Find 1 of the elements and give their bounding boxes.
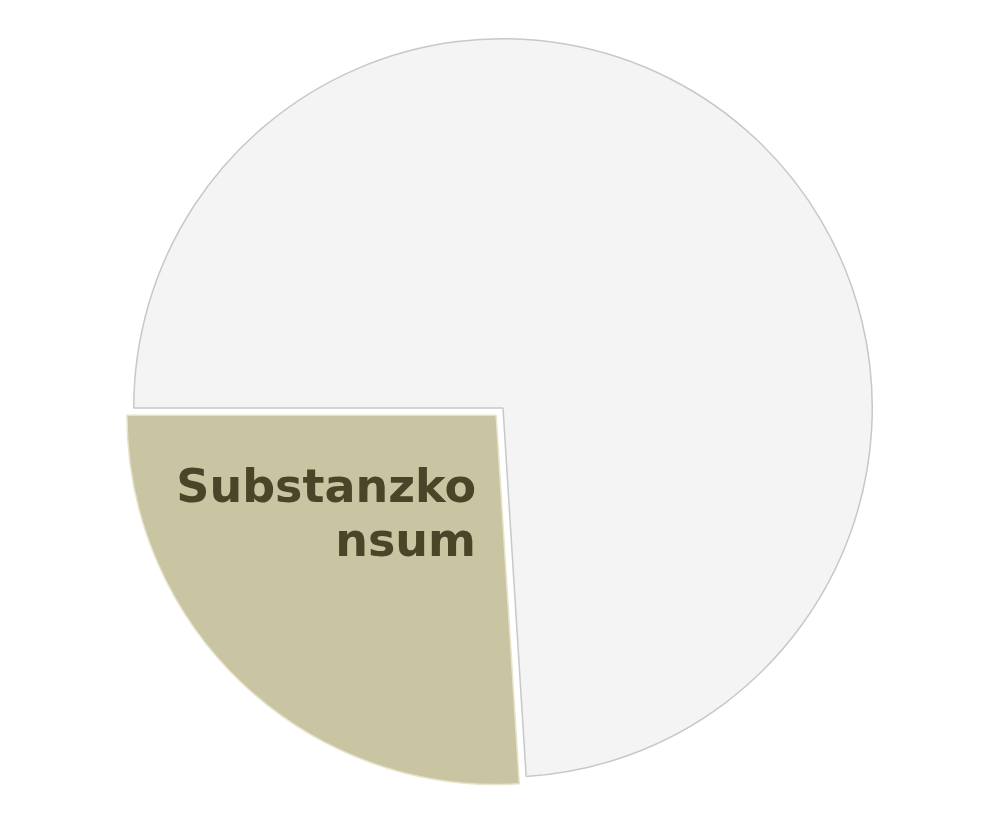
slice-label: Substanzkonsum	[176, 459, 476, 568]
